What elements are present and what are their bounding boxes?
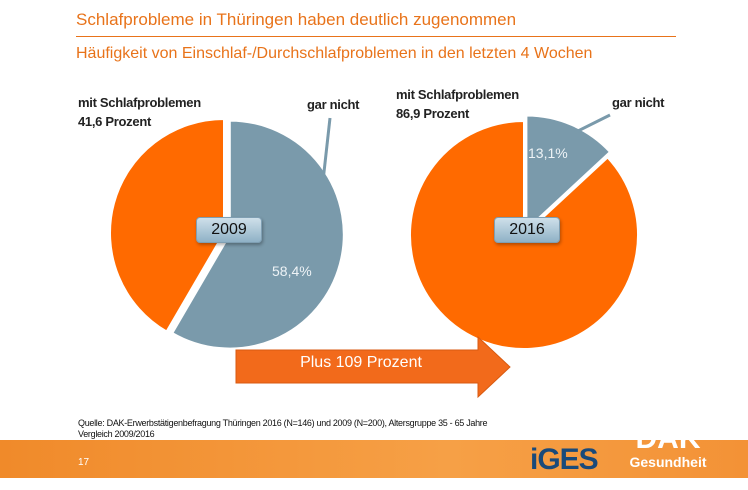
pie2-none-pct: 13,1% — [528, 145, 568, 161]
pie2-none-label: gar nicht — [612, 95, 665, 110]
page-number: 17 — [78, 457, 90, 468]
slide-title: Schlafprobleme in Thüringen haben deutli… — [76, 10, 517, 29]
pie2-problems-value: 86,9 Prozent — [396, 106, 469, 121]
dak-logo-text: DAK — [635, 422, 701, 455]
pie1-problems-value: 41,6 Prozent — [78, 114, 151, 129]
source-line-2: Vergleich 2009/2016 — [78, 429, 155, 439]
pie2-leader-line — [574, 113, 611, 134]
pie1-leader-line — [307, 117, 332, 311]
dak-logo-subtext: Gesundheit — [629, 454, 707, 470]
slide-subtitle: Häufigkeit von Einschlaf-/Durchschlafpro… — [76, 45, 593, 62]
pie1-year-badge: 2009 — [196, 217, 262, 243]
pie1-problems-text: mit Schlafproblemen — [78, 95, 201, 110]
pie1-problems-label: mit Schlafproblemen 41,6 Prozent — [78, 93, 201, 131]
pie2-problems-label: mit Schlafproblemen 86,9 Prozent — [396, 85, 519, 123]
pie1-none-pct: 58,4% — [272, 263, 312, 279]
pie2-year-badge: 2016 — [494, 217, 560, 243]
source-note: Quelle: DAK-Erwerbstätigenbefragung Thür… — [78, 418, 488, 440]
footer-band — [0, 440, 748, 478]
pie1-none-label: gar nicht — [307, 97, 360, 112]
pie2-slice-gar-nicht — [525, 114, 612, 232]
title-divider — [76, 36, 676, 37]
pie2-problems-text: mit Schlafproblemen — [396, 87, 519, 102]
source-line-1: Quelle: DAK-Erwerbstätigenbefragung Thür… — [78, 418, 488, 428]
dak-logo: DAK Gesundheit — [622, 422, 714, 471]
arrow-label: Plus 109 Prozent — [300, 354, 422, 371]
iges-logo: iGES — [530, 443, 599, 476]
pie1-slice-mit-schlafproblemen — [109, 117, 225, 333]
growth-arrow — [235, 335, 511, 399]
